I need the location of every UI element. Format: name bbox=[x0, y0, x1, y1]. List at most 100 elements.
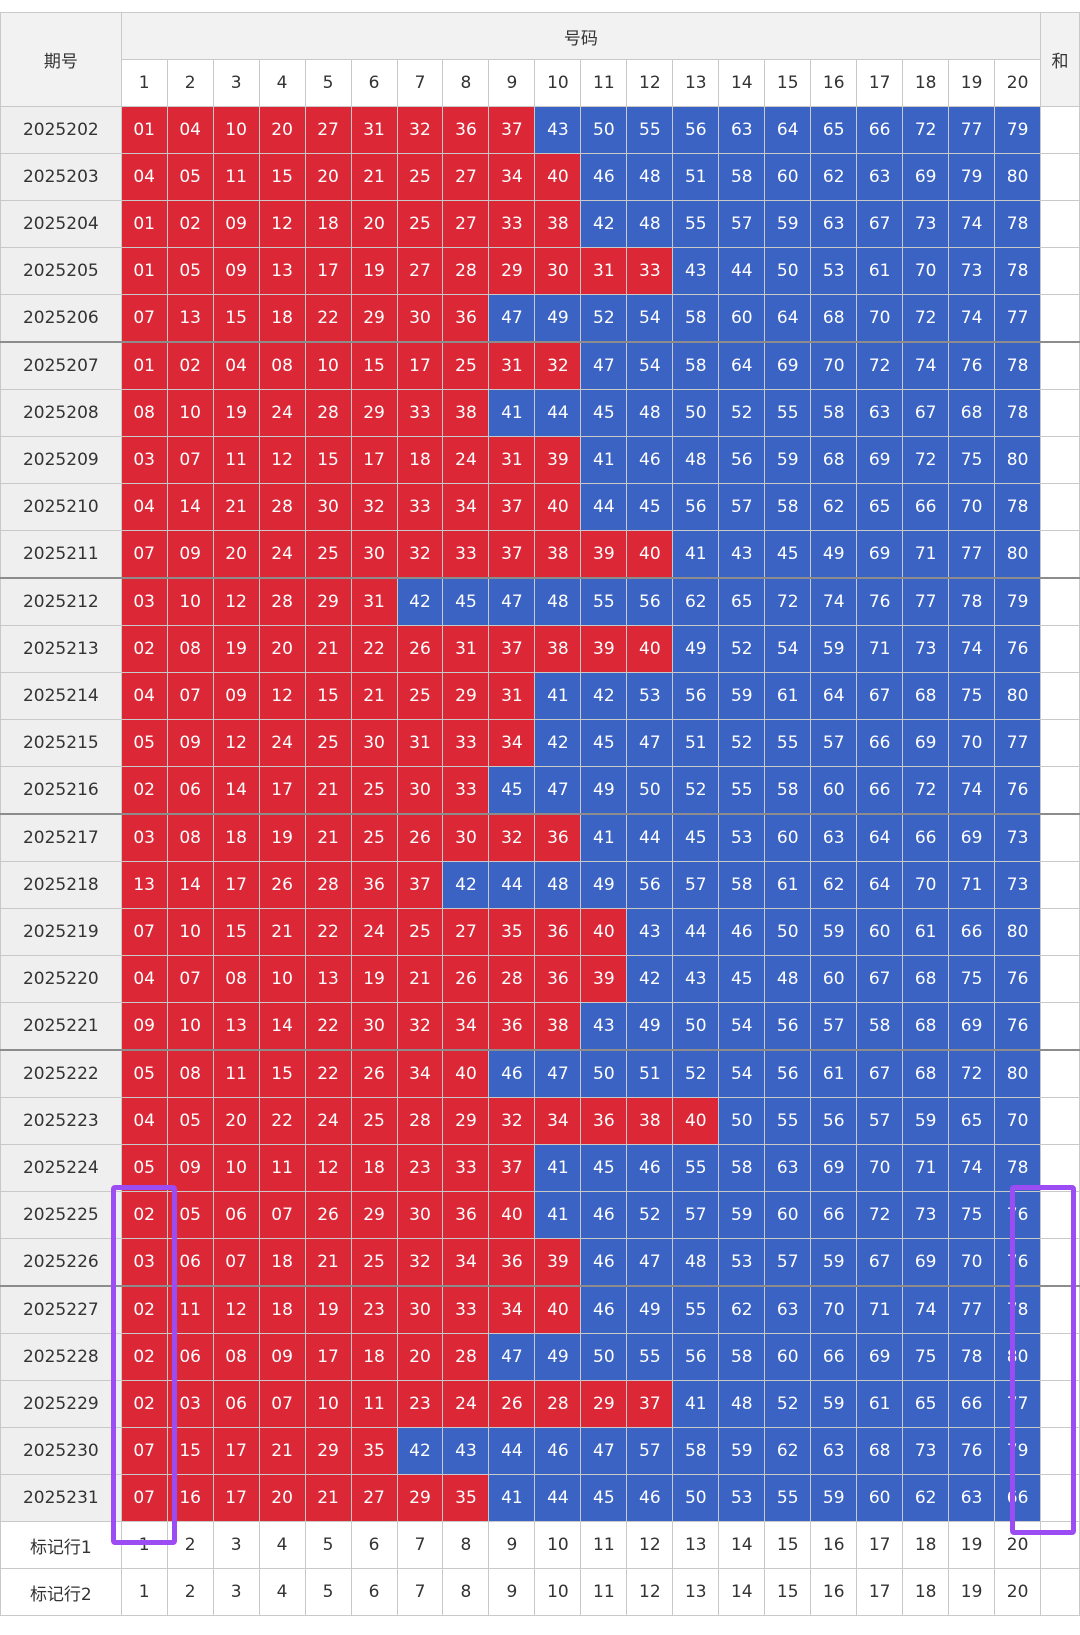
number-cell: 06 bbox=[167, 1239, 213, 1287]
marker-cell: 4 bbox=[259, 1569, 305, 1616]
period-cell: 2025204 bbox=[1, 201, 122, 248]
marker-cell: 6 bbox=[351, 1569, 397, 1616]
extra-cell bbox=[1041, 201, 1080, 248]
extra-cell bbox=[1041, 1569, 1080, 1616]
number-cell: 22 bbox=[351, 626, 397, 673]
number-cell: 68 bbox=[903, 1003, 949, 1051]
number-cell: 34 bbox=[489, 720, 535, 767]
number-cell: 38 bbox=[535, 626, 581, 673]
number-cell: 09 bbox=[121, 1003, 167, 1051]
number-cell: 07 bbox=[259, 1381, 305, 1428]
number-cell: 36 bbox=[443, 1192, 489, 1239]
number-cell: 06 bbox=[213, 1381, 259, 1428]
number-cell: 11 bbox=[351, 1381, 397, 1428]
marker-cell: 10 bbox=[535, 1569, 581, 1616]
number-cell: 74 bbox=[903, 1286, 949, 1334]
number-cell: 77 bbox=[995, 720, 1041, 767]
number-cell: 28 bbox=[443, 248, 489, 295]
number-cell: 58 bbox=[719, 1145, 765, 1192]
number-cell: 35 bbox=[443, 1475, 489, 1522]
number-cell: 06 bbox=[213, 1192, 259, 1239]
number-cell: 01 bbox=[121, 201, 167, 248]
number-cell: 60 bbox=[811, 956, 857, 1003]
number-cell: 75 bbox=[949, 1192, 995, 1239]
number-cell: 62 bbox=[811, 484, 857, 531]
number-cell: 35 bbox=[351, 1428, 397, 1475]
number-cell: 78 bbox=[995, 1286, 1041, 1334]
number-cell: 54 bbox=[627, 342, 673, 390]
number-cell: 39 bbox=[581, 956, 627, 1003]
number-cell: 24 bbox=[259, 531, 305, 579]
number-cell: 15 bbox=[259, 1050, 305, 1098]
number-cell: 61 bbox=[765, 673, 811, 720]
number-cell: 79 bbox=[995, 107, 1041, 154]
number-cell: 18 bbox=[259, 295, 305, 343]
number-cell: 67 bbox=[903, 390, 949, 437]
number-cell: 63 bbox=[949, 1475, 995, 1522]
number-cell: 25 bbox=[351, 767, 397, 815]
number-cell: 44 bbox=[627, 814, 673, 862]
number-cell: 21 bbox=[305, 626, 351, 673]
number-cell: 53 bbox=[719, 814, 765, 862]
number-cell: 18 bbox=[351, 1145, 397, 1192]
number-cell: 10 bbox=[167, 909, 213, 956]
number-cell: 10 bbox=[167, 390, 213, 437]
number-cell: 70 bbox=[949, 1239, 995, 1287]
number-cell: 60 bbox=[765, 1334, 811, 1381]
number-cell: 37 bbox=[489, 626, 535, 673]
number-cell: 29 bbox=[351, 1192, 397, 1239]
number-cell: 66 bbox=[949, 1381, 995, 1428]
number-cell: 36 bbox=[535, 814, 581, 862]
number-cell: 30 bbox=[351, 720, 397, 767]
period-cell: 2025214 bbox=[1, 673, 122, 720]
number-cell: 19 bbox=[351, 956, 397, 1003]
column-number-header: 20 bbox=[995, 60, 1041, 107]
number-cell: 57 bbox=[673, 862, 719, 909]
number-cell: 19 bbox=[259, 814, 305, 862]
number-cell: 48 bbox=[673, 1239, 719, 1287]
number-cell: 52 bbox=[719, 626, 765, 673]
number-cell: 28 bbox=[305, 862, 351, 909]
number-cell: 33 bbox=[489, 201, 535, 248]
number-cell: 57 bbox=[857, 1098, 903, 1145]
period-cell: 2025225 bbox=[1, 1192, 122, 1239]
number-cell: 53 bbox=[719, 1239, 765, 1287]
number-cell: 18 bbox=[397, 437, 443, 484]
number-cell: 75 bbox=[949, 437, 995, 484]
number-cell: 29 bbox=[351, 295, 397, 343]
number-cell: 12 bbox=[213, 720, 259, 767]
number-cell: 72 bbox=[903, 437, 949, 484]
number-cell: 46 bbox=[581, 1286, 627, 1334]
number-cell: 33 bbox=[397, 390, 443, 437]
number-cell: 43 bbox=[535, 107, 581, 154]
number-cell: 21 bbox=[397, 956, 443, 1003]
number-cell: 02 bbox=[121, 767, 167, 815]
number-cell: 70 bbox=[811, 1286, 857, 1334]
number-cell: 10 bbox=[213, 107, 259, 154]
period-cell: 2025206 bbox=[1, 295, 122, 343]
extra-cell bbox=[1041, 342, 1080, 390]
number-cell: 11 bbox=[213, 1050, 259, 1098]
number-cell: 66 bbox=[903, 814, 949, 862]
number-cell: 18 bbox=[213, 814, 259, 862]
number-cell: 43 bbox=[673, 248, 719, 295]
period-cell: 2025215 bbox=[1, 720, 122, 767]
number-cell: 57 bbox=[719, 484, 765, 531]
number-cell: 20 bbox=[397, 1334, 443, 1381]
marker-cell: 14 bbox=[719, 1569, 765, 1616]
number-group-header: 号码 bbox=[121, 13, 1040, 60]
number-cell: 24 bbox=[351, 909, 397, 956]
number-cell: 55 bbox=[765, 720, 811, 767]
number-cell: 78 bbox=[995, 248, 1041, 295]
table-row: 2025203 04 05 11 15 20 21 25 27 34 40 46 48 51 58 60 62 6… bbox=[1, 154, 1080, 201]
number-cell: 68 bbox=[903, 1050, 949, 1098]
number-cell: 73 bbox=[903, 201, 949, 248]
number-cell: 34 bbox=[489, 154, 535, 201]
number-cell: 52 bbox=[673, 767, 719, 815]
number-cell: 54 bbox=[627, 295, 673, 343]
number-cell: 65 bbox=[949, 1098, 995, 1145]
marker-row-label: 标记行1 bbox=[1, 1522, 122, 1569]
number-cell: 07 bbox=[121, 909, 167, 956]
number-cell: 08 bbox=[167, 814, 213, 862]
number-cell: 08 bbox=[259, 342, 305, 390]
